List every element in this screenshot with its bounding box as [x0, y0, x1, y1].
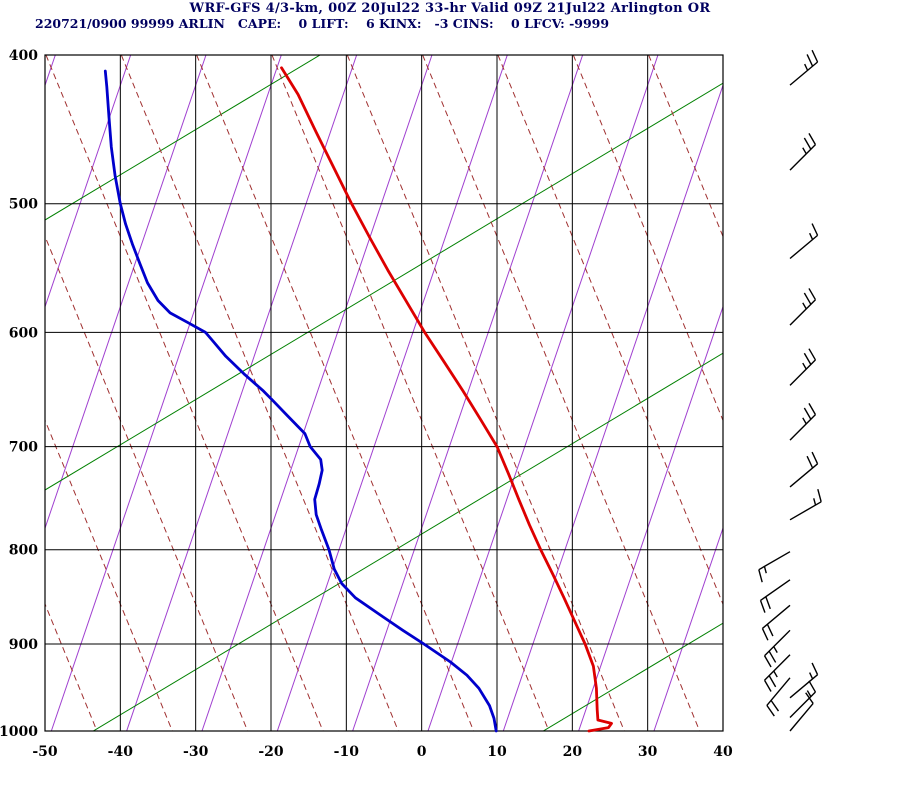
wind-barb: [789, 133, 817, 171]
dashed-red-lines-group: [45, 55, 723, 731]
wind-barb: [789, 489, 822, 521]
y-tick-label: 900: [9, 637, 38, 653]
y-tick-label: 700: [9, 440, 38, 456]
wind-barb: [763, 654, 791, 692]
wind-barb: [758, 551, 791, 583]
x-tick-label: -50: [32, 744, 58, 760]
green-lines-group: [45, 55, 723, 731]
x-tick-label: 20: [563, 744, 583, 760]
wind-barb: [789, 680, 817, 718]
x-tick-label: 10: [487, 744, 507, 760]
wind-barb: [789, 49, 819, 86]
wind-barb: [789, 451, 819, 488]
purple-lines-group: [45, 55, 723, 731]
wind-barb: [789, 288, 817, 326]
x-axis-labels: -50 -40 -30 -20 -10 0 10 20 30 40: [32, 744, 733, 760]
wind-barb: [789, 403, 817, 441]
y-tick-label: 800: [9, 543, 38, 559]
wind-barb: [789, 692, 814, 732]
wind-barb: [761, 604, 791, 641]
dewpoint-curve: [103, 69, 498, 733]
x-tick-label: -10: [334, 744, 360, 760]
y-tick-label: 400: [9, 48, 38, 64]
wind-barb: [789, 348, 817, 386]
y-tick-label: 1000: [0, 724, 38, 740]
x-tick-label: -30: [183, 744, 209, 760]
x-tick-label: -20: [258, 744, 284, 760]
y-axis-labels: 400 500 600 700 800 900 1000: [0, 48, 38, 740]
y-tick-label: 500: [9, 197, 38, 213]
wind-barb: [789, 662, 819, 699]
wind-barb: [789, 223, 819, 260]
wind-barb: [763, 629, 791, 668]
x-tick-label: 40: [713, 744, 733, 760]
black-grid-group: [44, 54, 724, 732]
station-info-line: 220721/0900 99999 ARLIN CAPE: 0 LIFT: 6 …: [35, 16, 610, 31]
wind-barb: [759, 579, 791, 613]
temperature-curve: [280, 66, 613, 733]
chart-title: WRF-GFS 4/3-km, 00Z 20Jul22 33-hr Valid …: [189, 1, 711, 16]
plot-border: [44, 54, 724, 732]
y-tick-label: 600: [9, 325, 38, 341]
wind-barb-column: [758, 49, 822, 732]
wind-barb: [766, 677, 791, 717]
x-tick-label: 0: [417, 744, 427, 760]
x-tick-label: 30: [638, 744, 658, 760]
x-tick-label: -40: [108, 744, 134, 760]
